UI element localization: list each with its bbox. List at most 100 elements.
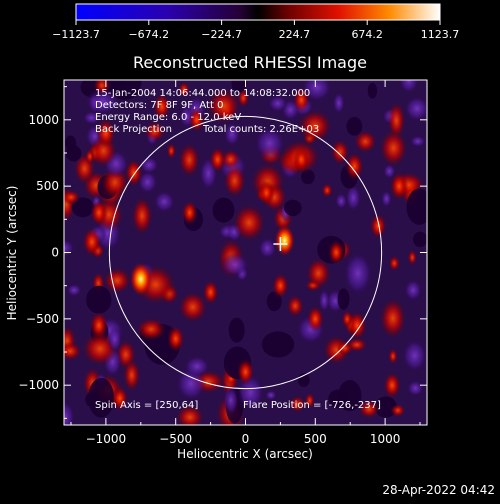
heatmap-hot-spot [167, 325, 185, 352]
heatmap-blob [328, 389, 348, 409]
heatmap-hot-spot [209, 147, 226, 173]
heatmap-blob [286, 295, 304, 317]
heatmap-blob [131, 197, 153, 235]
heatmap-blob [228, 317, 245, 343]
heatmap-blob [166, 143, 176, 159]
heatmap-blob [103, 267, 131, 294]
heatmap-blob [82, 110, 101, 125]
heatmap-blob [84, 88, 120, 116]
heatmap-blob [409, 135, 426, 148]
heatmap-hot-spot [258, 180, 275, 206]
heatmap-blob [354, 130, 377, 153]
heatmap-blob [144, 121, 165, 142]
heatmap-blob [223, 164, 246, 198]
heatmap-blob [367, 82, 378, 99]
flare-position-text: Flare Position = [-726,-237] [243, 400, 381, 411]
heatmap-blob [88, 377, 115, 418]
heatmap-blob [336, 340, 353, 356]
heatmap-blob [207, 88, 241, 124]
heatmap-hot-spot [293, 147, 310, 173]
heatmap-hot-spot [188, 107, 205, 132]
heatmap-blob [407, 249, 417, 266]
flare-cross-marker [273, 237, 288, 252]
heatmap-hot-spot [89, 311, 108, 340]
spin-axis-text: Spin Axis = [250,64] [95, 400, 198, 411]
colorbar-tick-label: 224.7 [279, 28, 311, 41]
heatmap-blob [254, 126, 286, 161]
heatmap-blob [136, 318, 166, 341]
heatmap-blob [330, 139, 350, 165]
heatmap-hot-spot [111, 386, 128, 411]
heatmap-blob [413, 231, 427, 248]
heatmap-hot-spot [90, 199, 108, 226]
heatmap-blob [183, 355, 211, 378]
heatmap-blob [404, 279, 423, 302]
heatmap-blob [267, 94, 288, 113]
y-tick-label: 0 [51, 246, 59, 260]
observation-time: 15-Jan-2004 14:06:44.000 to 14:08:32.000 [95, 88, 310, 99]
colorbar-ticks: −1123.7 −674.2 −224.7 224.7 674.2 1123.7 [52, 20, 459, 41]
heatmap-hot-spot [328, 240, 345, 265]
heatmap-blob [176, 404, 204, 425]
heatmap-blob [346, 116, 363, 136]
heatmap-blob [398, 80, 420, 94]
colorbar-tick-label: −1123.7 [52, 28, 100, 41]
energy-range-text: Energy Range: 6.0 - 12.0 keV [95, 112, 241, 123]
heatmap-blob [86, 285, 112, 314]
heatmap-blob [139, 156, 159, 174]
heatmap-blob [379, 298, 406, 339]
heatmap-hot-spot [274, 224, 295, 257]
x-tick-label: −1000 [86, 432, 127, 446]
heatmap-hot-spot [272, 273, 289, 299]
heatmap-blob [178, 291, 207, 323]
heatmap-blob [221, 149, 241, 170]
heatmap-blob [388, 255, 400, 271]
heatmap-blob [65, 145, 82, 162]
heatmap-hot-spot [293, 87, 310, 113]
heatmap-blob [264, 390, 277, 401]
heatmap-hot-spot [390, 172, 409, 200]
heatmap-hot-spot [125, 159, 143, 187]
heatmap-blob [64, 189, 81, 205]
heatmap-blob [283, 199, 302, 217]
heatmap-blob [382, 163, 396, 179]
footer-timestamp: 28-Apr-2022 04:42 [382, 483, 495, 497]
heatmap-blob [66, 283, 82, 297]
heatmap-blob [388, 348, 398, 365]
heatmap-hot-spot [237, 359, 254, 385]
chart-title: Reconstructed RHESSI Image [133, 53, 367, 72]
heatmap-blob [107, 326, 123, 353]
x-tick-label: 500 [304, 432, 327, 446]
heatmap-hot-spot [181, 200, 198, 225]
total-counts-text: Total counts: 2.26E+03 [202, 124, 319, 135]
x-axis-label: Heliocentric X (arcsec) [177, 447, 313, 461]
heatmap-blob [404, 95, 427, 122]
x-tick-label: −500 [159, 432, 192, 446]
heatmap-blob [306, 258, 331, 289]
heatmap-blob [345, 183, 362, 212]
heatmap-blob [237, 88, 250, 108]
heatmap-hot-spot [370, 213, 387, 239]
overlay-text: 15-Jan-2004 14:06:44.000 to 14:08:32.000… [95, 88, 381, 411]
heatmap-hot-spot [96, 118, 116, 148]
heatmap-blob [64, 342, 82, 361]
colorbar [75, 3, 441, 21]
heatmap-hot-spot [383, 372, 401, 399]
heatmap-blob [380, 190, 392, 208]
heatmap-blob [337, 288, 350, 310]
heatmap-hot-spot [345, 152, 364, 181]
heatmap-blob [64, 399, 75, 425]
heatmap-blob [406, 188, 427, 225]
heatmap-blob [334, 192, 348, 210]
heatmap-blob [221, 252, 250, 277]
colorbar-tick-label: −224.7 [201, 28, 242, 41]
colorbar-tick-label: −674.2 [128, 28, 169, 41]
heatmap-blob [233, 204, 266, 241]
heatmap-blob [332, 91, 346, 115]
x-axis-ticks: −1000 −500 0 500 1000 [70, 80, 421, 446]
heatmap-blob [222, 385, 239, 416]
heatmap-blob [231, 80, 247, 93]
heatmap-blob [153, 190, 176, 213]
heatmap-blob [390, 403, 406, 417]
